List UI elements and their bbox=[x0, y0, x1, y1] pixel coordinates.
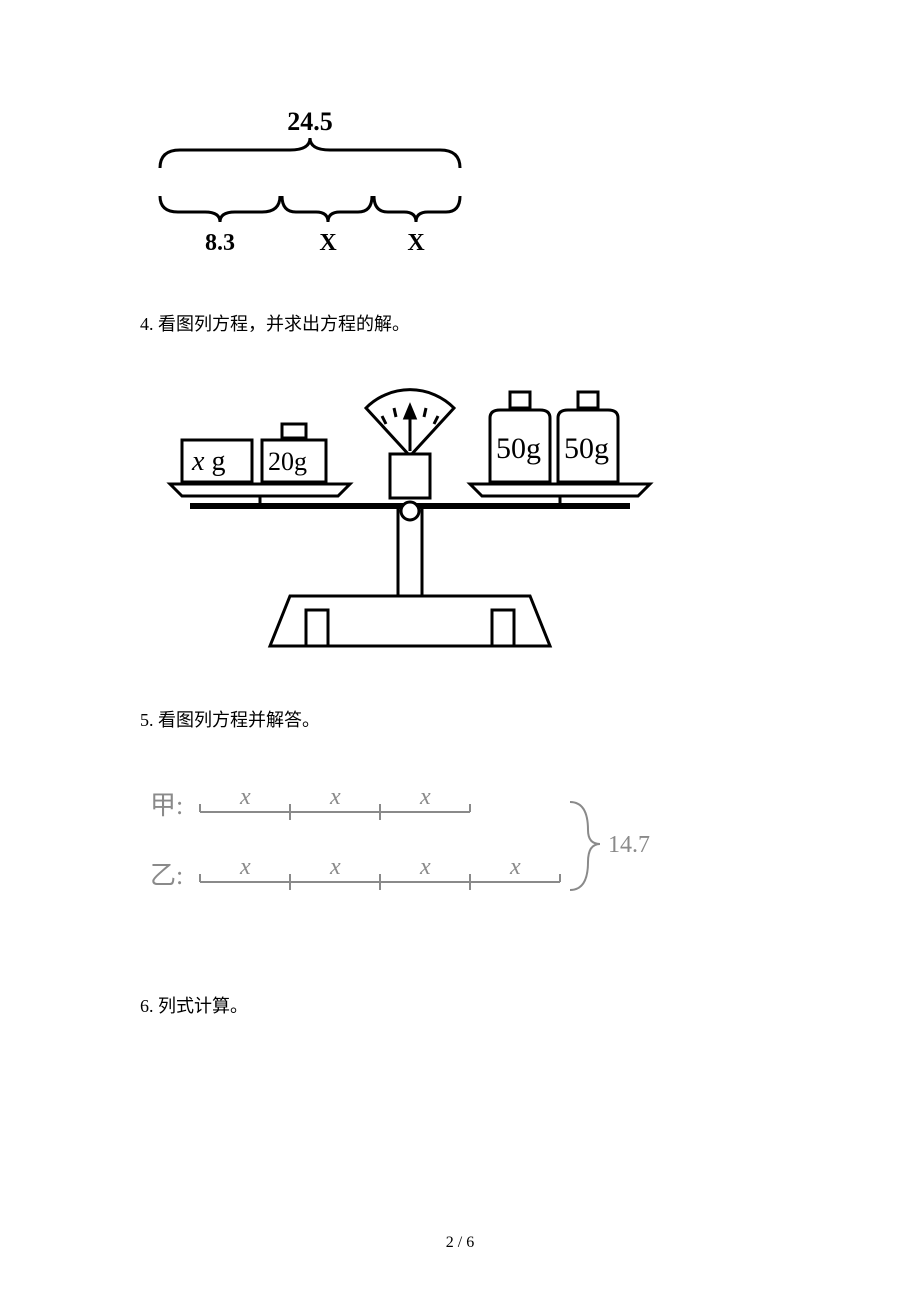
right-pan bbox=[470, 484, 650, 496]
base-slot-left bbox=[306, 610, 328, 646]
row2-label: 乙: bbox=[150, 861, 183, 890]
scale-pivot bbox=[401, 502, 419, 520]
question-5: 5. 看图列方程并解答。 bbox=[140, 706, 780, 732]
weight-label-50g-2: 50g bbox=[564, 432, 609, 465]
weight-50g-2-cap bbox=[578, 392, 598, 408]
row2-x2: x bbox=[329, 854, 341, 880]
question-6: 6. 列式计算。 bbox=[140, 992, 780, 1018]
page-sep: / bbox=[454, 1234, 466, 1251]
row1-x3: x bbox=[419, 784, 431, 810]
figure-3-brace-diagram: 24.5 8.3 X X bbox=[140, 100, 780, 270]
q6-text: 列式计算。 bbox=[158, 996, 248, 1016]
row2-x3: x bbox=[419, 854, 431, 880]
weight-label-xg: x g bbox=[191, 446, 225, 477]
weight-label-20g: 20g bbox=[268, 447, 307, 476]
top-brace bbox=[160, 138, 460, 168]
page-number: 2 / 6 bbox=[0, 1234, 920, 1252]
row1-x1: x bbox=[239, 784, 251, 810]
brace-part-2 bbox=[282, 196, 372, 222]
page-total: 6 bbox=[466, 1234, 474, 1251]
total-label-5: 14.7 bbox=[608, 832, 650, 858]
part-label-3: X bbox=[407, 230, 425, 256]
figure-4-balance-scale: x g 20g 50g 50g bbox=[140, 366, 780, 666]
q4-text: 看图列方程，并求出方程的解。 bbox=[158, 314, 410, 334]
q5-number: 5. bbox=[140, 710, 154, 730]
question-4: 4. 看图列方程，并求出方程的解。 bbox=[140, 310, 780, 336]
row1-x2: x bbox=[329, 784, 341, 810]
part-label-1: 8.3 bbox=[205, 230, 235, 256]
brace-part-3 bbox=[374, 196, 460, 222]
segment-svg: 甲: x x x 乙: x x x x 14.7 bbox=[140, 762, 680, 922]
q5-text: 看图列方程并解答。 bbox=[158, 710, 320, 730]
row1-label: 甲: bbox=[150, 791, 183, 820]
brace-part-1 bbox=[160, 196, 280, 222]
q6-number: 6. bbox=[140, 996, 154, 1016]
brace-svg: 24.5 8.3 X X bbox=[140, 100, 480, 270]
base-slot-right bbox=[492, 610, 514, 646]
part-label-2: X bbox=[319, 230, 337, 256]
dial-tick bbox=[424, 408, 426, 417]
weight-50g-1-cap bbox=[510, 392, 530, 408]
total-label: 24.5 bbox=[287, 107, 333, 136]
scale-svg: x g 20g 50g 50g bbox=[140, 366, 680, 666]
row2-x1: x bbox=[239, 854, 251, 880]
right-brace bbox=[570, 802, 600, 890]
dial-tick bbox=[394, 408, 396, 417]
row2-x4: x bbox=[509, 854, 521, 880]
weight-20g-cap bbox=[282, 424, 306, 438]
dial-base bbox=[390, 454, 430, 498]
bar-bg bbox=[160, 172, 460, 192]
page-current: 2 bbox=[446, 1234, 454, 1251]
weight-label-50g-1: 50g bbox=[496, 432, 541, 465]
q4-number: 4. bbox=[140, 314, 154, 334]
left-pan bbox=[170, 484, 350, 496]
figure-5-segment-diagram: 甲: x x x 乙: x x x x 14.7 bbox=[140, 762, 780, 922]
